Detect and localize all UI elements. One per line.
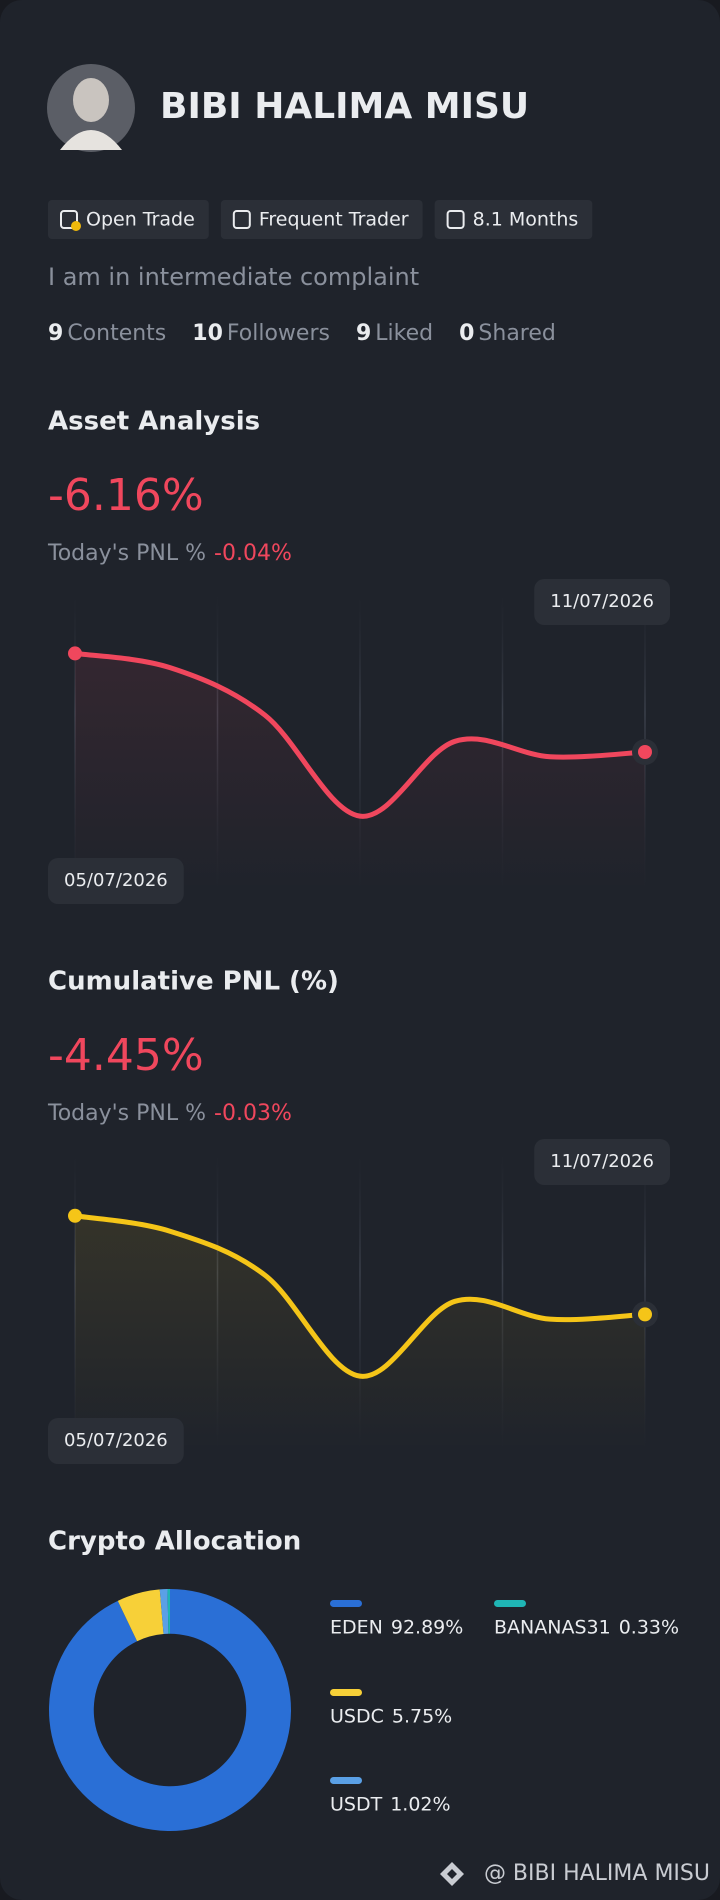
date-tooltip	[48, 1418, 184, 1464]
badge-icon-check	[71, 221, 81, 231]
section-title: Asset Analysis	[48, 407, 260, 437]
donut-slice	[48, 1589, 291, 1831]
point	[638, 745, 652, 760]
pnl-label: Today's PNL %	[47, 541, 206, 566]
legend-value: 0.33%	[619, 1617, 679, 1639]
legend-swatch	[330, 1600, 362, 1607]
area-fill	[75, 653, 645, 891]
pnl-label: Today's PNL %	[47, 1101, 206, 1126]
footer-handle: @ BIBI HALIMA MISU	[484, 1861, 710, 1886]
point	[68, 1208, 82, 1223]
stat-label: Liked	[375, 321, 433, 346]
stat-value: 9	[48, 321, 63, 346]
grid-line	[359, 1154, 361, 1451]
date-tooltip-label: 11/07/2026	[550, 591, 654, 612]
legend-label: BANANAS31	[494, 1617, 611, 1639]
point	[638, 1307, 652, 1322]
badge: 8.1 Months	[434, 200, 593, 239]
legend-label: EDEN	[330, 1617, 383, 1639]
legend-value: 92.89%	[391, 1617, 463, 1639]
date-tooltip-label: 05/07/2026	[64, 870, 168, 891]
badge-icon	[446, 210, 465, 229]
badge: Frequent Trader	[220, 200, 423, 239]
point	[68, 646, 82, 661]
legend-value: 5.75%	[392, 1706, 452, 1728]
legend-swatch	[494, 1600, 526, 1607]
series-line	[72, 1213, 648, 1379]
donut-slice	[159, 1589, 169, 1635]
footer-logo	[440, 1862, 464, 1886]
headline-value: -4.45%	[48, 1030, 204, 1081]
legend-swatch	[330, 1689, 362, 1696]
date-tooltip	[534, 1139, 670, 1185]
donut-slice	[167, 1589, 170, 1634]
section-title: Cumulative PNL (%)	[48, 967, 339, 997]
badge-icon	[232, 210, 251, 229]
bio: I am in intermediate complaint	[48, 263, 419, 291]
legend-label: USDC	[330, 1706, 384, 1728]
badge-label: 8.1 Months	[473, 209, 579, 231]
stat-label: Contents	[67, 321, 166, 346]
donut-slice	[117, 1589, 164, 1642]
avatar-figure	[73, 78, 109, 122]
profile-name: BIBI HALIMA MISU	[160, 86, 529, 127]
date-tooltip-label: 11/07/2026	[550, 1151, 654, 1172]
legend-swatch	[330, 1777, 362, 1784]
legend-label: USDT	[330, 1794, 383, 1816]
pnl-value: -0.03%	[214, 1101, 292, 1126]
legend-value: 1.02%	[390, 1794, 450, 1816]
headline-value: -6.16%	[48, 470, 204, 521]
badge-background	[220, 200, 423, 239]
date-tooltip	[534, 579, 670, 625]
badge-background	[48, 200, 209, 239]
badge-label: Frequent Trader	[259, 209, 409, 231]
stat-value: 9	[356, 321, 371, 346]
date-tooltip-label: 05/07/2026	[64, 1430, 168, 1451]
grid-line	[501, 1154, 504, 1451]
stat-value: 10	[192, 321, 223, 346]
badge-icon	[60, 210, 78, 229]
area-fill	[75, 1215, 645, 1451]
badge: Open Trade	[48, 200, 209, 239]
series-line	[72, 650, 648, 819]
date-tooltip	[48, 858, 184, 904]
badge-label: Open Trade	[86, 209, 195, 231]
badge-background	[434, 200, 593, 239]
stat-label: Followers	[227, 321, 330, 346]
grid-line	[359, 594, 361, 891]
stat-label: Shared	[478, 321, 555, 346]
stat-value: 0	[459, 321, 474, 346]
section-title: Crypto Allocation	[48, 1527, 301, 1557]
pnl-value: -0.04%	[214, 541, 292, 566]
avatar-figure	[60, 130, 122, 150]
